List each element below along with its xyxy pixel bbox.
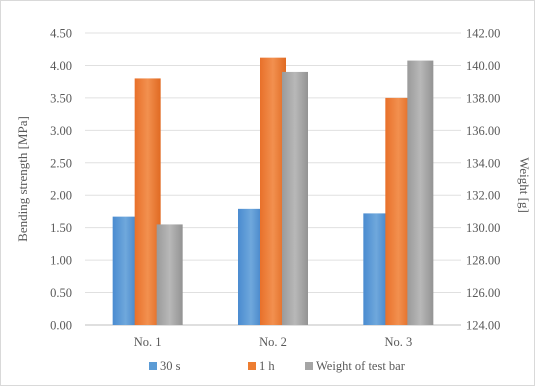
bar: [238, 208, 264, 325]
left-tick-label: 0.50: [50, 286, 72, 300]
bar: [407, 60, 434, 325]
legend: 30 s 1 h Weight of test bar: [149, 359, 406, 373]
right-tick-label: 132.00: [466, 189, 500, 203]
bar: [282, 71, 308, 325]
left-tick-label: 1.00: [50, 254, 72, 268]
category-label: No. 2: [259, 335, 287, 349]
right-tick-label: 142.00: [466, 27, 500, 41]
right-tick-label: 130.00: [466, 221, 500, 235]
legend-label: 30 s: [160, 359, 181, 373]
right-tick-label: 136.00: [466, 124, 500, 138]
category-label: No. 1: [134, 335, 162, 349]
legend-label: Weight of test bar: [316, 359, 406, 373]
legend-swatch: [149, 362, 157, 370]
left-tick-label: 2.00: [50, 189, 72, 203]
left-tick-label: 4.00: [50, 59, 72, 73]
legend-swatch: [248, 362, 256, 370]
bar: [363, 213, 390, 325]
right-axis-ticks: 124.00 126.00 128.00 130.00 132.00 134.00 136.…: [466, 27, 500, 333]
bar: [134, 78, 161, 325]
legend-swatch: [305, 362, 313, 370]
bar: [385, 97, 412, 325]
bars: [112, 57, 434, 325]
left-axis-ticks: 0.00 0.50 1.00 1.50 2.00 2.50 3.00 3.50 4.00 4.50: [50, 27, 72, 333]
bar: [156, 224, 183, 325]
right-tick-label: 124.00: [466, 319, 500, 333]
left-tick-label: 3.50: [50, 91, 72, 105]
bar: [112, 216, 139, 325]
bar: [260, 57, 286, 325]
category-labels: No. 1 No. 2 No. 3: [134, 335, 412, 349]
right-axis-title: Weight [g]: [517, 157, 532, 213]
category-label: No. 3: [384, 335, 412, 349]
right-tick-label: 128.00: [466, 254, 500, 268]
left-tick-label: 1.50: [50, 221, 72, 235]
left-tick-label: 4.50: [50, 27, 72, 41]
left-tick-label: 2.50: [50, 156, 72, 170]
legend-label: 1 h: [259, 359, 275, 373]
right-tick-label: 134.00: [466, 156, 500, 170]
right-tick-label: 126.00: [466, 286, 500, 300]
right-tick-label: 138.00: [466, 91, 500, 105]
left-axis-title: Bending strength [MPa]: [15, 116, 30, 242]
left-tick-label: 0.00: [50, 319, 72, 333]
left-tick-label: 3.00: [50, 124, 72, 138]
right-tick-label: 140.00: [466, 59, 500, 73]
